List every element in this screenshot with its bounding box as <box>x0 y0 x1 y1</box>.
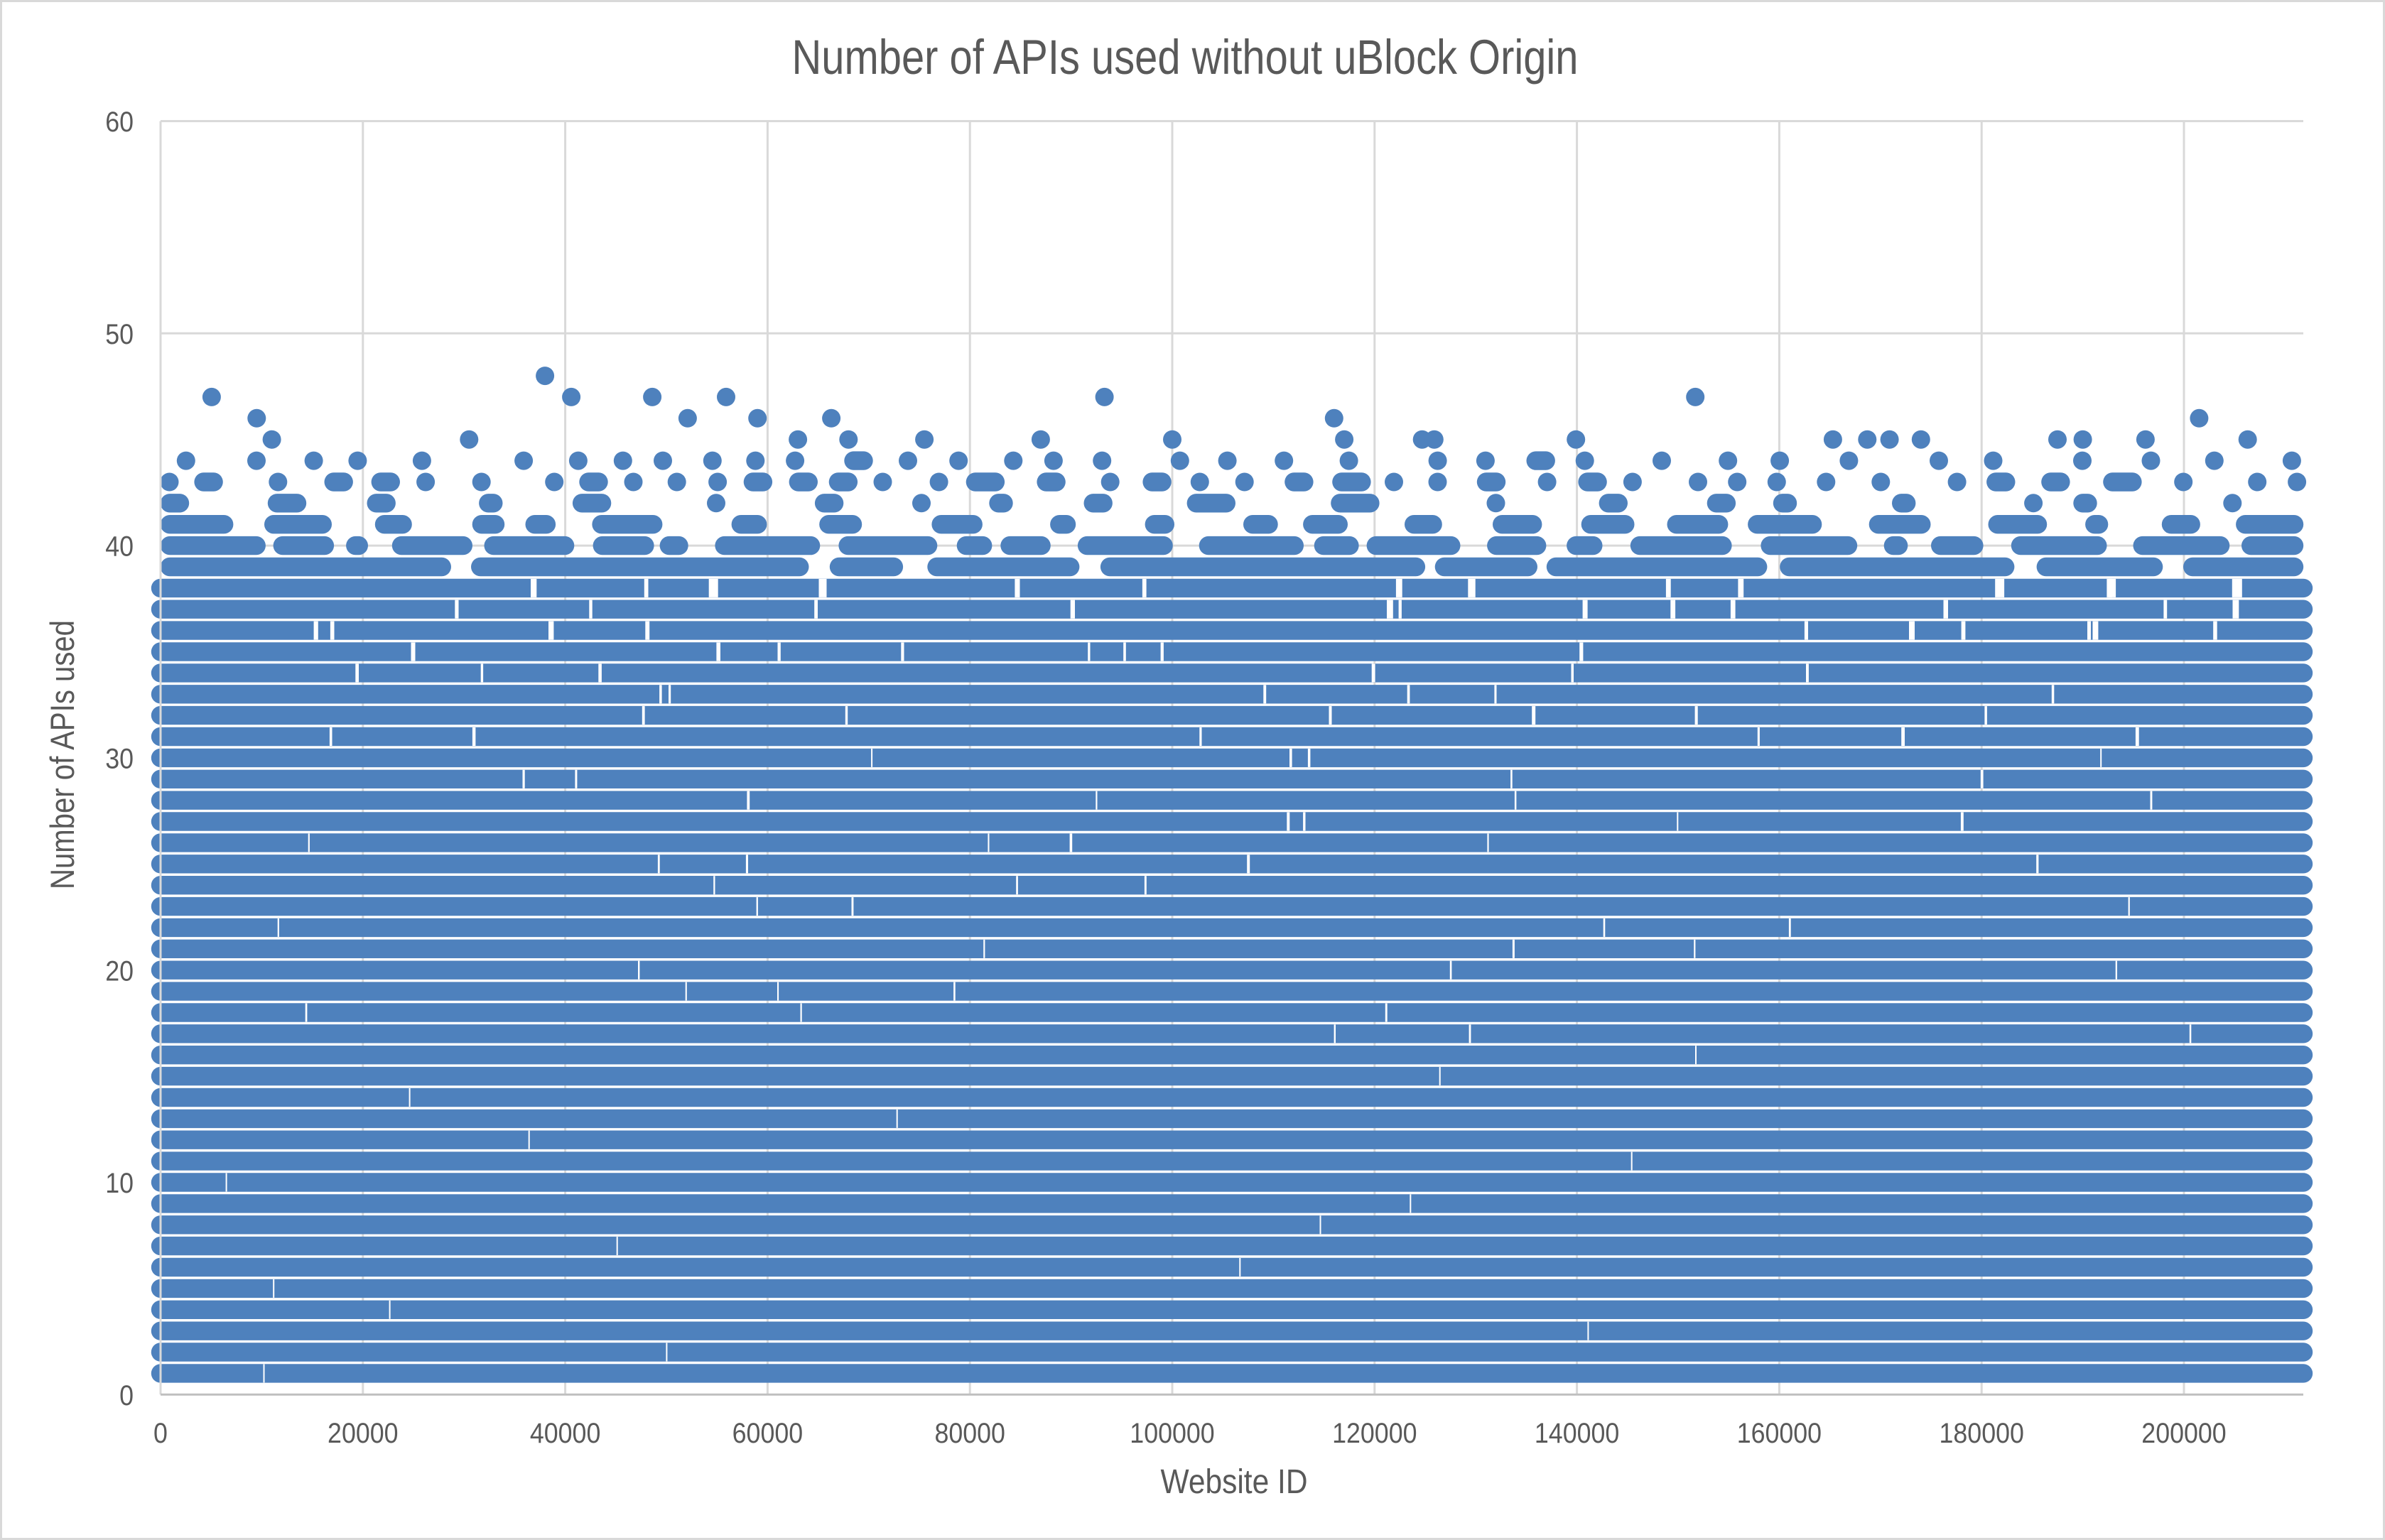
svg-text:0: 0 <box>119 1380 134 1411</box>
svg-text:60: 60 <box>105 107 134 138</box>
svg-text:160000: 160000 <box>1737 1418 1822 1449</box>
svg-text:10: 10 <box>105 1168 134 1199</box>
svg-text:200000: 200000 <box>2141 1418 2226 1449</box>
svg-text:30: 30 <box>105 744 134 775</box>
svg-text:120000: 120000 <box>1332 1418 1417 1449</box>
svg-text:60000: 60000 <box>732 1418 804 1449</box>
svg-text:20: 20 <box>105 955 134 987</box>
svg-text:Website ID: Website ID <box>1161 1463 1308 1501</box>
svg-text:140000: 140000 <box>1535 1418 1619 1449</box>
svg-text:20000: 20000 <box>328 1418 399 1449</box>
svg-text:40: 40 <box>105 531 134 563</box>
svg-text:0: 0 <box>153 1418 168 1449</box>
svg-text:Number of APIs used without uB: Number of APIs used without uBlock Origi… <box>792 30 1579 85</box>
svg-text:50: 50 <box>105 319 134 350</box>
svg-text:40000: 40000 <box>530 1418 601 1449</box>
svg-text:Number of APIs used: Number of APIs used <box>43 620 81 889</box>
svg-text:180000: 180000 <box>1940 1418 2024 1449</box>
svg-text:80000: 80000 <box>934 1418 1005 1449</box>
svg-text:100000: 100000 <box>1130 1418 1214 1449</box>
